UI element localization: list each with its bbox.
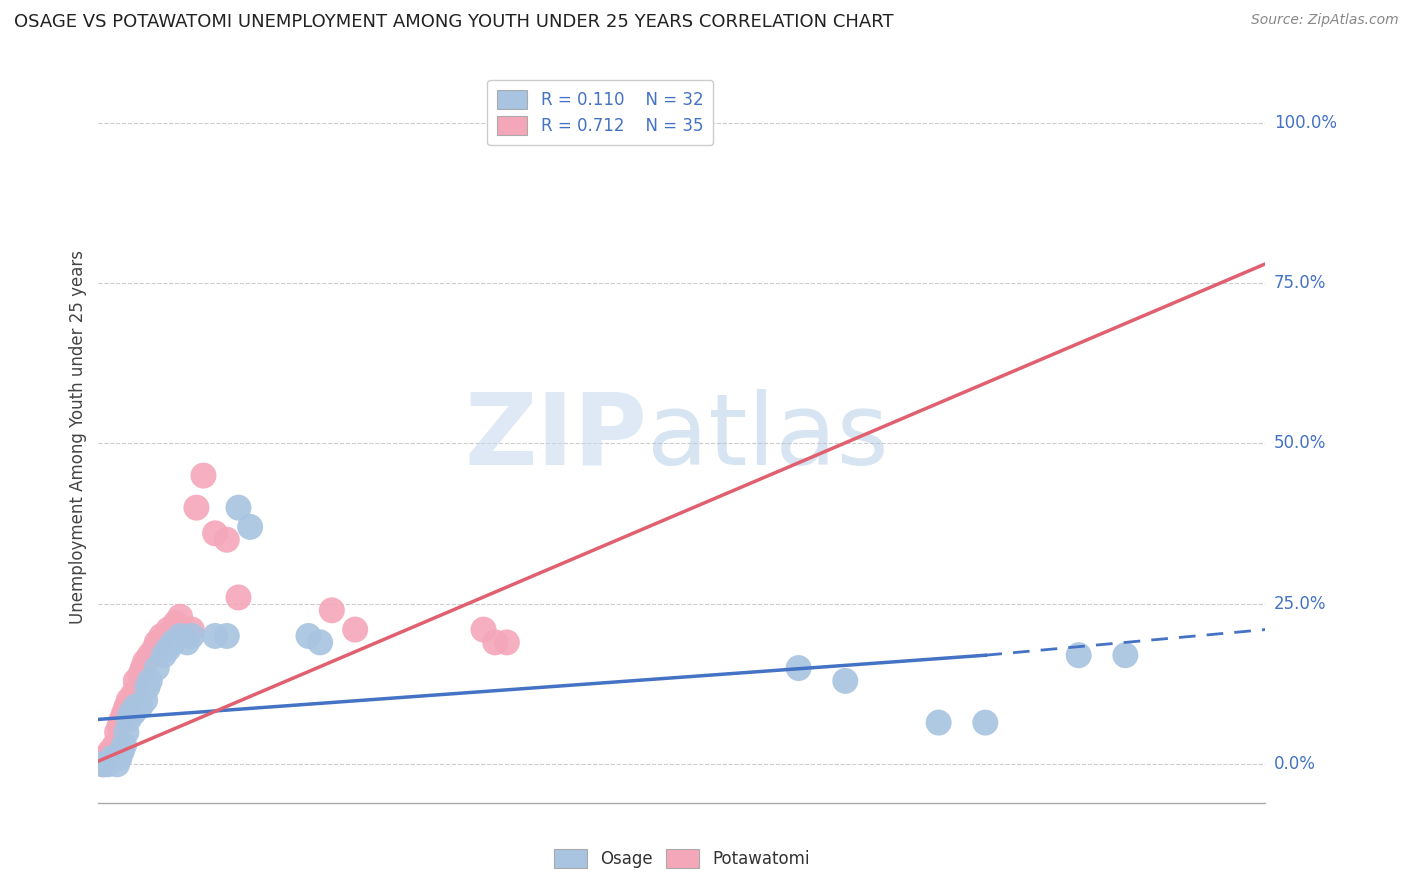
- Point: [321, 603, 343, 617]
- Point: [228, 500, 250, 515]
- Point: [94, 751, 117, 765]
- Point: [146, 635, 169, 649]
- Text: atlas: atlas: [647, 389, 889, 485]
- Text: 75.0%: 75.0%: [1274, 274, 1326, 292]
- Point: [136, 681, 159, 695]
- Point: [125, 699, 148, 714]
- Point: [98, 744, 121, 758]
- Text: 100.0%: 100.0%: [1274, 113, 1337, 132]
- Point: [129, 699, 152, 714]
- Point: [150, 629, 173, 643]
- Point: [162, 635, 184, 649]
- Point: [928, 715, 950, 730]
- Point: [176, 629, 198, 643]
- Point: [787, 661, 810, 675]
- Point: [125, 673, 148, 688]
- Y-axis label: Unemployment Among Youth under 25 years: Unemployment Among Youth under 25 years: [69, 250, 87, 624]
- Text: OSAGE VS POTAWATOMI UNEMPLOYMENT AMONG YOUTH UNDER 25 YEARS CORRELATION CHART: OSAGE VS POTAWATOMI UNEMPLOYMENT AMONG Y…: [14, 13, 894, 31]
- Point: [143, 641, 166, 656]
- Point: [193, 468, 215, 483]
- Point: [111, 712, 134, 726]
- Point: [97, 757, 120, 772]
- Point: [169, 609, 191, 624]
- Point: [169, 629, 191, 643]
- Text: ZIP: ZIP: [464, 389, 647, 485]
- Point: [129, 667, 152, 681]
- Point: [239, 520, 262, 534]
- Point: [1114, 648, 1136, 663]
- Point: [139, 648, 162, 663]
- Point: [101, 751, 124, 765]
- Point: [495, 635, 517, 649]
- Text: 0.0%: 0.0%: [1274, 756, 1316, 773]
- Text: 50.0%: 50.0%: [1274, 434, 1326, 452]
- Point: [118, 693, 141, 707]
- Point: [204, 629, 226, 643]
- Point: [1067, 648, 1090, 663]
- Point: [105, 725, 128, 739]
- Point: [104, 738, 127, 752]
- Point: [134, 655, 156, 669]
- Point: [228, 591, 250, 605]
- Point: [309, 635, 332, 649]
- Point: [157, 641, 180, 656]
- Point: [834, 673, 856, 688]
- Point: [120, 706, 142, 720]
- Point: [139, 673, 162, 688]
- Point: [115, 725, 138, 739]
- Point: [157, 623, 180, 637]
- Point: [152, 648, 174, 663]
- Point: [111, 744, 134, 758]
- Point: [122, 687, 145, 701]
- Point: [105, 757, 128, 772]
- Point: [122, 706, 145, 720]
- Point: [134, 693, 156, 707]
- Point: [215, 629, 238, 643]
- Point: [176, 635, 198, 649]
- Point: [112, 706, 135, 720]
- Point: [132, 661, 155, 675]
- Point: [215, 533, 238, 547]
- Point: [974, 715, 997, 730]
- Point: [204, 526, 226, 541]
- Point: [146, 661, 169, 675]
- Point: [180, 623, 202, 637]
- Point: [118, 712, 141, 726]
- Point: [104, 751, 127, 765]
- Point: [115, 699, 138, 714]
- Point: [112, 738, 135, 752]
- Point: [472, 623, 495, 637]
- Point: [484, 635, 506, 649]
- Point: [297, 629, 319, 643]
- Legend: Osage, Potawatomi: Osage, Potawatomi: [547, 842, 817, 875]
- Text: 25.0%: 25.0%: [1274, 595, 1326, 613]
- Point: [108, 719, 131, 733]
- Point: [108, 751, 131, 765]
- Text: Source: ZipAtlas.com: Source: ZipAtlas.com: [1251, 13, 1399, 28]
- Point: [344, 623, 367, 637]
- Point: [91, 757, 114, 772]
- Point: [186, 500, 208, 515]
- Point: [91, 757, 114, 772]
- Point: [165, 616, 187, 631]
- Point: [180, 629, 202, 643]
